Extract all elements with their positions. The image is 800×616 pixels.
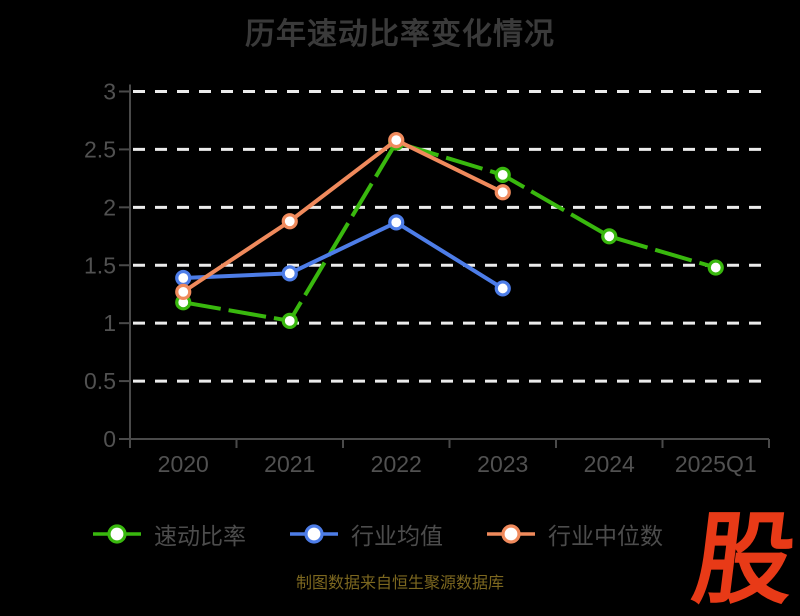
chart-page: { "title": "历年速动比率变化情况", "source_note": … (0, 18, 800, 616)
data-point-marker[interactable] (601, 228, 618, 245)
y-tick-label: 2 (103, 194, 116, 220)
data-point-marker[interactable] (707, 259, 724, 276)
legend-item-1[interactable]: 行业均值 (290, 517, 443, 551)
x-tick-label: 2021 (264, 451, 315, 477)
legend-label: 行业中位数 (548, 523, 663, 549)
line-chart-plot: 0 0.5 1 1.5 2 2.5 3 2020 2021 2022 2023 2024 2025Q1 (84, 79, 770, 477)
x-tick-label: 2020 (158, 451, 209, 477)
y-tick-label: 1.5 (84, 252, 116, 278)
legend-marker-icon (93, 524, 141, 544)
x-tick-label: 2022 (371, 451, 422, 477)
series-line-0 (182, 140, 717, 323)
y-tick-label: 2.5 (84, 136, 116, 162)
data-point-marker[interactable] (388, 214, 405, 231)
data-point-marker[interactable] (281, 213, 298, 230)
legend-label: 行业均值 (351, 523, 443, 549)
y-tick-label: 0 (103, 426, 116, 452)
data-point-marker[interactable] (494, 184, 511, 201)
data-point-marker[interactable] (281, 312, 298, 329)
logo-gu-character: 股 (687, 504, 800, 616)
series-line-1 (183, 220, 504, 291)
y-tick-label: 3 (103, 79, 116, 105)
y-tick-label: 0.5 (84, 368, 116, 394)
x-tick-label: 2024 (584, 451, 635, 477)
x-tick-label: 2023 (477, 451, 528, 477)
legend-marker-icon (487, 524, 535, 544)
x-tick-label: 2025Q1 (675, 451, 757, 477)
data-point-marker[interactable] (175, 269, 192, 287)
data-point-marker[interactable] (281, 265, 298, 282)
legend-item-0[interactable]: 速动比率 (93, 517, 246, 551)
data-point-marker[interactable] (494, 280, 511, 297)
chart-title: 历年速动比率变化情况 (245, 18, 555, 51)
legend-marker-icon (290, 524, 338, 544)
legend-item-2[interactable]: 行业中位数 (487, 517, 663, 551)
chart-legend: 速动比率 行业均值 行业中位数 (0, 517, 756, 551)
data-point-marker[interactable] (494, 166, 511, 183)
data-point-marker[interactable] (388, 132, 405, 149)
y-tick-label: 1 (103, 310, 116, 336)
source-note: 制图数据来自恒生聚源数据库 (295, 575, 504, 592)
legend-label: 速动比率 (154, 523, 246, 549)
series-line-2 (182, 138, 504, 294)
data-point-marker[interactable] (175, 283, 192, 300)
